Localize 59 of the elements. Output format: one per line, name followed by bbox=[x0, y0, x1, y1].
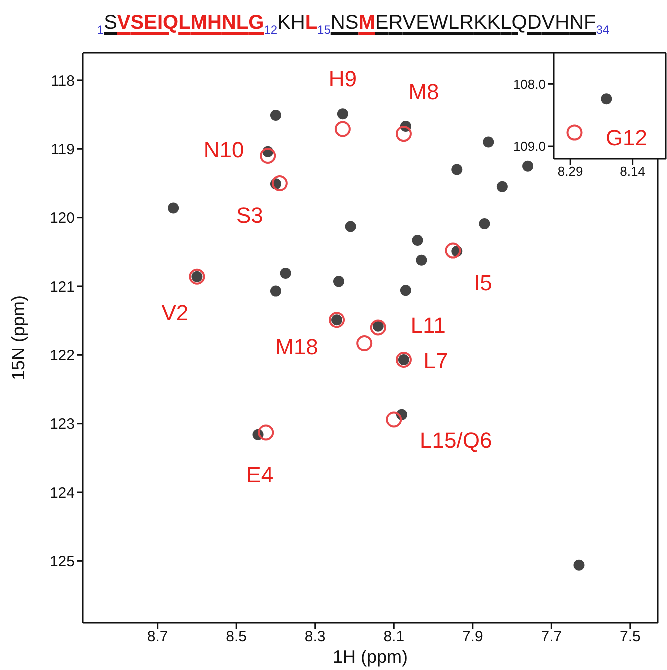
x-axis-title: 1H (ppm) bbox=[332, 647, 408, 667]
annotation: H9 bbox=[328, 66, 357, 92]
y-tick-label: 118 bbox=[51, 72, 75, 90]
y-tick-label: 120 bbox=[50, 210, 75, 228]
annotation: M18 bbox=[276, 334, 318, 360]
x-tick-label: 7.7 bbox=[541, 628, 562, 646]
point bbox=[272, 175, 288, 192]
point bbox=[270, 110, 282, 121]
point bbox=[416, 254, 428, 266]
annotation: N10 bbox=[204, 138, 244, 163]
x-tick-label: 8.1 bbox=[384, 628, 405, 646]
point bbox=[412, 234, 424, 246]
x-tick-label: 8.5 bbox=[226, 628, 248, 646]
x-tick-label: 7.9 bbox=[462, 628, 484, 646]
y-tick-label: 108.0 bbox=[513, 76, 546, 92]
x-tick-label: 8.7 bbox=[147, 628, 168, 646]
point bbox=[334, 121, 351, 138]
point bbox=[337, 108, 348, 120]
y-tick-label: 124 bbox=[50, 484, 75, 502]
point bbox=[483, 136, 494, 148]
point bbox=[370, 320, 386, 336]
y-tick-label: 123 bbox=[50, 416, 75, 434]
y-tick-label: 122 bbox=[50, 347, 75, 364]
y-tick-label: 109.0 bbox=[513, 139, 546, 154]
point bbox=[522, 160, 534, 172]
point bbox=[386, 412, 402, 428]
y-tick-label: 125 bbox=[50, 554, 75, 571]
point bbox=[345, 221, 356, 232]
point bbox=[333, 276, 344, 288]
point bbox=[356, 335, 373, 352]
point bbox=[496, 181, 508, 192]
annotation: L7 bbox=[424, 348, 448, 374]
annotation: M8 bbox=[408, 80, 440, 105]
y-tick-label: 121 bbox=[50, 278, 75, 296]
y-tick-label: 119 bbox=[51, 141, 75, 158]
point bbox=[258, 424, 274, 441]
point bbox=[445, 242, 462, 259]
point bbox=[479, 218, 490, 230]
annotation: L11 bbox=[410, 313, 446, 338]
annotation: S3 bbox=[236, 202, 264, 228]
point bbox=[574, 560, 585, 571]
point bbox=[280, 268, 292, 279]
x-tick-label: 8.3 bbox=[304, 628, 326, 646]
point bbox=[452, 164, 463, 176]
x-tick-label: 7.5 bbox=[620, 628, 641, 646]
chart-title: $_{1}$SVSEIQLMHNLG$_{12}$KHL$_{15}$NSMERVEWLRKKLQDVHNF$_{34}$ bbox=[97, 12, 610, 37]
point bbox=[396, 126, 412, 142]
annotation: V2 bbox=[162, 300, 189, 326]
point bbox=[260, 148, 276, 164]
x-tick-label: 8.14 bbox=[620, 164, 646, 180]
point bbox=[168, 202, 180, 214]
point bbox=[400, 285, 412, 296]
annotation: L15/Q6 bbox=[420, 428, 492, 454]
annotation: I5 bbox=[474, 270, 492, 296]
annotation: E4 bbox=[246, 462, 274, 488]
annotation: G12 bbox=[606, 125, 648, 150]
x-tick-label: 8.29 bbox=[558, 164, 584, 180]
y-axis-title: 15N (ppm) bbox=[8, 295, 28, 381]
point bbox=[270, 286, 282, 297]
